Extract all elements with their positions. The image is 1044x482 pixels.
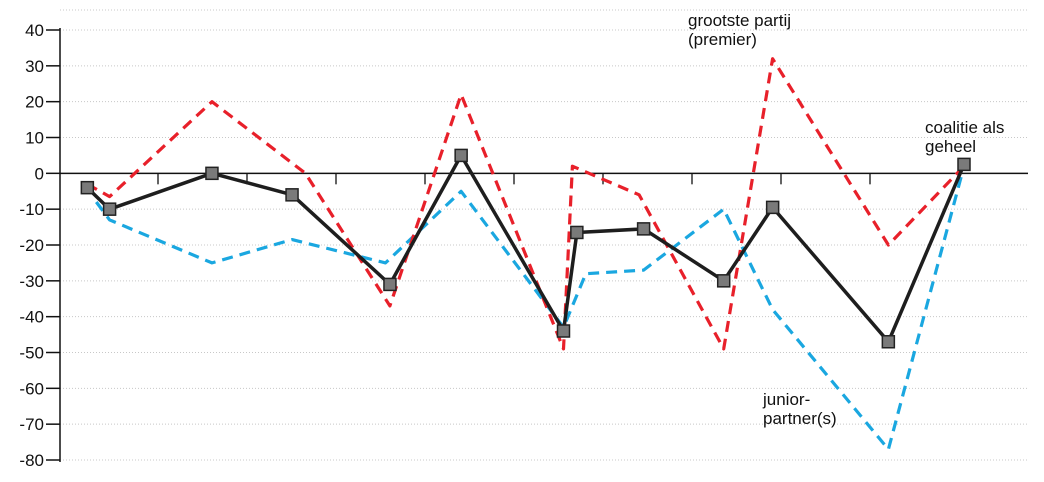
y-tick-label: 0 xyxy=(35,164,44,183)
data-point-coalition xyxy=(454,148,468,163)
data-point-coalition xyxy=(570,225,584,240)
annotations: grootste partij (premier) coalitie als gehe… xyxy=(688,11,1004,428)
y-tick-label: -40 xyxy=(19,308,44,327)
series-line-junior xyxy=(95,165,966,451)
annotation-largest: grootste partij (premier) xyxy=(688,11,791,49)
axes xyxy=(46,28,1028,462)
y-tick-label: -30 xyxy=(19,272,44,291)
y-tick-label: -80 xyxy=(19,451,44,470)
annotation-line: (premier) xyxy=(688,30,757,49)
series-line-coalition xyxy=(86,153,966,344)
data-point-coalition xyxy=(881,335,896,349)
data-point-coalition xyxy=(957,157,971,172)
y-tick-label: 10 xyxy=(25,129,44,148)
data-point-coalition xyxy=(102,202,117,216)
annotation-junior: junior-partner(s) xyxy=(762,390,837,428)
data-point-coalition xyxy=(80,180,95,195)
annotation-line: junior- xyxy=(762,390,810,409)
y-tick-label: -20 xyxy=(19,236,44,255)
annotation-line: coalitie als xyxy=(925,118,1004,137)
y-tick-label: -70 xyxy=(19,415,44,434)
gridlines xyxy=(60,9,1028,461)
data-point-coalition xyxy=(383,277,397,292)
series-line-largest xyxy=(86,57,966,351)
annotation-line: grootste partij xyxy=(688,11,791,30)
y-tick-labels: 40 30 20 10 0 -10 -20 -30 -40 -50 -60 -70 -80 xyxy=(19,21,44,470)
y-tick-label: -60 xyxy=(19,379,44,398)
data-point-coalition xyxy=(285,188,299,202)
annotation-coalition: coalitie als geheel xyxy=(925,118,1004,156)
series xyxy=(80,57,971,451)
data-point-coalition xyxy=(636,222,651,236)
y-tick-label: 20 xyxy=(25,93,44,112)
annotation-line: partner(s) xyxy=(763,409,837,428)
annotation-line: geheel xyxy=(925,137,976,156)
data-point-coalition xyxy=(765,200,780,215)
y-tick-label: -50 xyxy=(19,344,44,363)
y-tick-label: 30 xyxy=(25,57,44,76)
y-tick-label: 40 xyxy=(25,21,44,40)
data-point-coalition xyxy=(205,166,219,181)
data-point-coalition xyxy=(716,274,731,288)
y-tick-label: -10 xyxy=(19,200,44,219)
data-point-coalition xyxy=(556,324,571,338)
